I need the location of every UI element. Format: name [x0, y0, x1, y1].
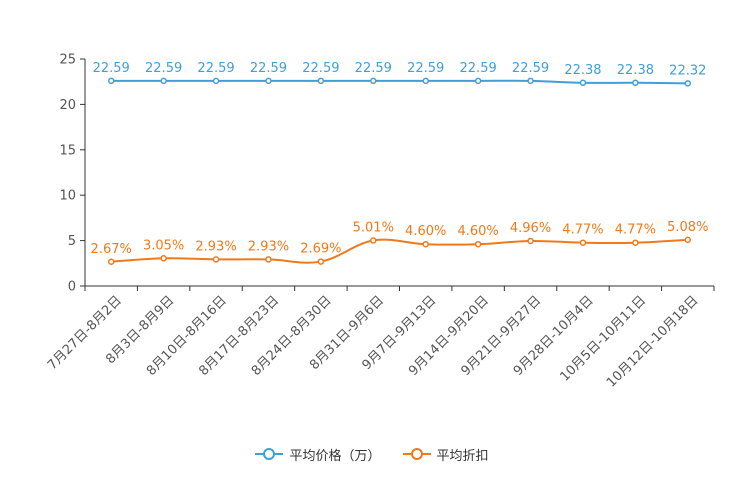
series-0-point[interactable]	[107, 77, 115, 85]
series-1-point[interactable]	[474, 240, 482, 248]
series-0-point[interactable]	[579, 79, 587, 87]
series-line-0	[111, 79, 688, 85]
series-1-point[interactable]	[212, 256, 220, 263]
series-0-data-label: 22.59	[512, 61, 549, 76]
series-1-data-label: 2.69%	[300, 242, 341, 257]
y-tick-label: 0	[68, 280, 76, 295]
series-1-point[interactable]	[370, 237, 377, 244]
series-1-point[interactable]	[527, 237, 534, 245]
series-0-point[interactable]	[527, 77, 534, 85]
series-0-point[interactable]	[632, 79, 639, 87]
series-1-data-label: 4.96%	[510, 221, 551, 236]
series-0-point[interactable]	[265, 77, 272, 85]
series-0-point[interactable]	[684, 80, 692, 87]
y-tick-label: 10	[59, 189, 76, 204]
series-line-1	[111, 238, 688, 264]
series-1-point[interactable]	[684, 236, 692, 244]
series-1-data-label: 2.93%	[195, 239, 236, 254]
y-tick-label: 25	[59, 53, 76, 68]
series-1-point[interactable]	[160, 255, 167, 262]
x-tick-label: 10月12日-10月18日	[604, 293, 701, 390]
series-0-data-label: 22.32	[669, 63, 706, 78]
series-0-data-label: 22.38	[617, 63, 654, 78]
series-1-point[interactable]	[317, 258, 325, 265]
line-chart: 05101520257月27日-8月2日8月3日-8月9日8月10日-8月16日…	[45, 53, 715, 391]
series-1-data-label: 5.01%	[353, 221, 394, 236]
series-1-data-label: 4.60%	[405, 224, 446, 239]
series-0-data-label: 22.59	[145, 61, 182, 76]
series-0-point[interactable]	[317, 77, 325, 85]
series-1-data-label: 4.60%	[457, 224, 498, 239]
legend: 平均价格（万） 平均折扣	[0, 443, 744, 465]
legend-price-icon	[255, 448, 284, 460]
series-0-data-label: 22.59	[460, 61, 497, 76]
series-1-point[interactable]	[632, 239, 639, 246]
series-1-data-label: 2.67%	[91, 242, 132, 257]
series-0-point[interactable]	[212, 77, 220, 85]
series-1-point[interactable]	[107, 258, 115, 266]
series-1-point[interactable]	[422, 240, 429, 248]
series-0-data-label: 22.59	[93, 61, 130, 76]
series-1-point[interactable]	[579, 239, 587, 246]
y-tick-label: 20	[59, 98, 76, 113]
legend-discount-icon	[402, 448, 431, 460]
series-0-data-label: 22.59	[302, 61, 339, 76]
series-1-data-label: 3.05%	[143, 238, 184, 253]
legend-item-price[interactable]: 平均价格（万）	[255, 445, 381, 464]
y-tick-label: 15	[59, 143, 76, 158]
legend-item-discount[interactable]: 平均折扣	[402, 445, 489, 464]
series-1-data-label: 4.77%	[615, 223, 656, 238]
legend-price-label: 平均价格（万）	[289, 448, 381, 464]
series-0-data-label: 22.59	[355, 61, 392, 76]
series-1-data-label: 2.93%	[248, 239, 289, 254]
series-0-data-label: 22.59	[250, 61, 287, 76]
series-0-point[interactable]	[370, 77, 377, 85]
series-0-data-label: 22.59	[197, 61, 234, 76]
series-1-data-label: 4.77%	[562, 223, 603, 238]
y-tick-label: 5	[68, 234, 76, 249]
series-0-data-label: 22.38	[564, 63, 601, 78]
series-0-point[interactable]	[422, 77, 429, 85]
series-0-data-label: 22.59	[407, 61, 444, 76]
series-1-point[interactable]	[265, 256, 272, 263]
series-0-point[interactable]	[474, 77, 482, 85]
legend-discount-label: 平均折扣	[436, 448, 489, 464]
series-0-point[interactable]	[160, 77, 167, 85]
series-1-data-label: 5.08%	[667, 220, 708, 235]
